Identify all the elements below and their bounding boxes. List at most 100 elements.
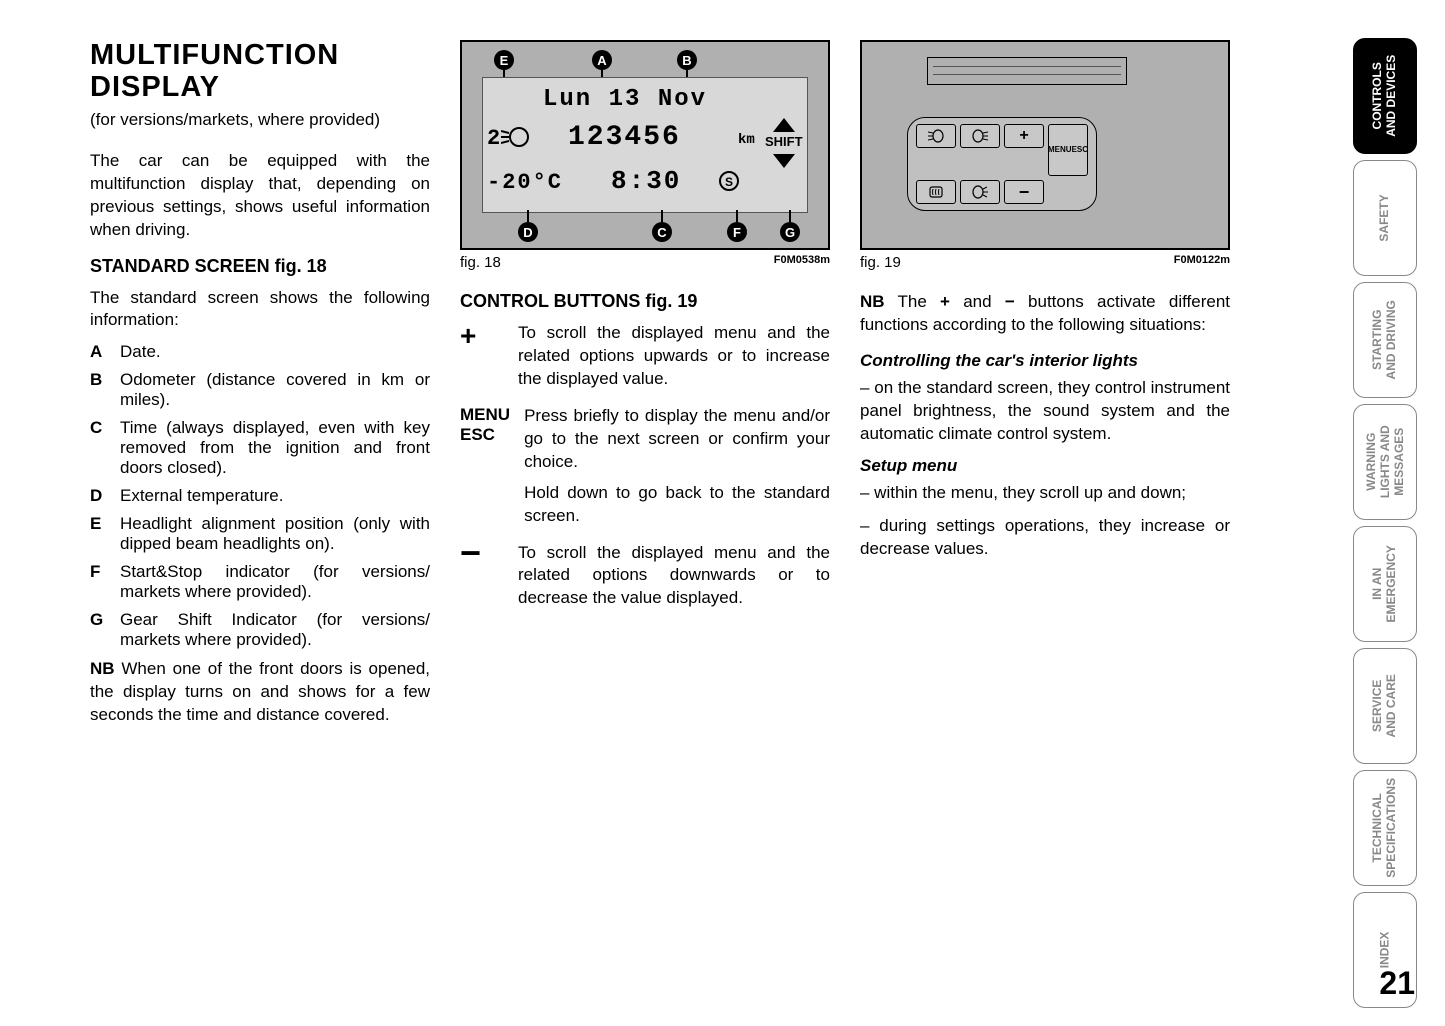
- interior-lights-heading: Controlling the car's interior lights: [860, 351, 1230, 371]
- column-3: + MENUESC − fig. 19 F0M0122m NB The + an…: [860, 40, 1230, 741]
- defrost-icon: [928, 185, 944, 199]
- display-headlight-num: 2: [487, 126, 502, 151]
- plus-symbol: +: [460, 322, 504, 391]
- fig18-caption: fig. 18: [460, 254, 501, 271]
- nb2-paragraph: NB The + and − buttons activate differen…: [860, 291, 1230, 337]
- list-text: Odometer (distance covered in km or mile…: [120, 370, 430, 410]
- control-minus-row: − To scroll the displayed menu and the r…: [460, 542, 830, 611]
- button-row-top: + MENUESC: [916, 124, 1088, 176]
- callout-b: B: [677, 50, 697, 70]
- list-letter: E: [90, 514, 108, 554]
- display-time: 8:30: [611, 166, 681, 196]
- tab-label: TECHNICALSPECIFICATIONS: [1371, 778, 1399, 878]
- column-1: MULTIFUNCTION DISPLAY (for versions/mark…: [90, 40, 430, 741]
- control-buttons-heading: CONTROL BUTTONS fig. 19: [460, 291, 830, 312]
- list-item: D External temperature.: [90, 486, 430, 506]
- list-text: Time (always displayed, even with key re…: [120, 418, 430, 478]
- nb-paragraph: NB When one of the front doors is opened…: [90, 658, 430, 727]
- list-letter: F: [90, 562, 108, 602]
- setup-menu-text-2: – during settings operations, they incre…: [860, 515, 1230, 561]
- headlight-icon: [501, 126, 529, 148]
- dash-btn-menu-esc: MENUESC: [1048, 124, 1088, 176]
- menu-text-1: Press briefly to display the menu and/or…: [524, 405, 830, 474]
- tab-safety[interactable]: SAFETY: [1353, 160, 1417, 276]
- tab-label: IN ANEMERGENCY: [1371, 545, 1399, 622]
- list-item: F Start&Stop indicator (for versions/ ma…: [90, 562, 430, 602]
- esc-label: ESC: [1072, 146, 1088, 155]
- nb2-label: NB: [860, 292, 885, 311]
- list-item: A Date.: [90, 342, 430, 362]
- nb-label: NB: [90, 659, 115, 678]
- fig19-code: F0M0122m: [1174, 254, 1230, 271]
- subtitle: (for versions/markets, where provided): [90, 110, 430, 130]
- list-item: B Odometer (distance covered in km or mi…: [90, 370, 430, 410]
- figure-18: E A B Lun 13 Nov 2 123456 km -20°C 8:30 …: [460, 40, 830, 250]
- list-letter: B: [90, 370, 108, 410]
- fig19-caption-row: fig. 19 F0M0122m: [860, 254, 1230, 271]
- callout-c: C: [652, 222, 672, 242]
- tab-technical-specs[interactable]: TECHNICALSPECIFICATIONS: [1353, 770, 1417, 886]
- button-panel: + MENUESC −: [907, 117, 1097, 211]
- tab-emergency[interactable]: IN ANEMERGENCY: [1353, 526, 1417, 642]
- leader-line: [736, 210, 738, 222]
- list-text: Date.: [120, 342, 430, 362]
- dash-btn-icon: [960, 124, 1000, 148]
- list-letter: D: [90, 486, 108, 506]
- minus-text: To scroll the displayed menu and the rel…: [518, 542, 830, 611]
- tab-starting-driving[interactable]: STARTINGAND DRIVING: [1353, 282, 1417, 398]
- leader-line: [661, 210, 663, 222]
- arrow-down-icon: [773, 154, 795, 168]
- fig18-code: F0M0538m: [774, 254, 830, 271]
- interior-lights-text: – on the standard screen, they control i…: [860, 377, 1230, 446]
- setup-menu-text-1: – within the menu, they scroll up and do…: [860, 482, 1230, 505]
- tab-label: SAFETY: [1378, 194, 1392, 241]
- callout-e: E: [494, 50, 514, 70]
- fig18-caption-row: fig. 18 F0M0538m: [460, 254, 830, 271]
- svg-text:S: S: [725, 175, 733, 189]
- tab-label: CONTROLSAND DEVICES: [1371, 55, 1399, 137]
- nb-text: When one of the front doors is opened, t…: [90, 659, 430, 724]
- main-title: MULTIFUNCTION DISPLAY: [90, 40, 430, 104]
- list-text: Headlight alignment position (only with …: [120, 514, 430, 554]
- callout-a: A: [592, 50, 612, 70]
- tab-label: WARNINGLIGHTS ANDMESSAGES: [1364, 426, 1405, 499]
- standard-screen-heading: STANDARD SCREEN fig. 18: [90, 256, 430, 277]
- list-text: Gear Shift Indicator (for versions/ mark…: [120, 610, 430, 650]
- page-content: MULTIFUNCTION DISPLAY (for versions/mark…: [0, 0, 1445, 771]
- tab-warning-lights[interactable]: WARNINGLIGHTS ANDMESSAGES: [1353, 404, 1417, 520]
- nb2-pre: The: [885, 292, 940, 311]
- menu-esc-symbol: MENUESC: [460, 405, 510, 528]
- list-item: C Time (always displayed, even with key …: [90, 418, 430, 478]
- tab-controls-devices[interactable]: CONTROLSAND DEVICES: [1353, 38, 1417, 154]
- display-temp: -20°C: [487, 170, 563, 195]
- menu-text-2: Hold down to go back to the standard scr…: [524, 482, 830, 528]
- list-item: E Headlight alignment position (only wit…: [90, 514, 430, 554]
- list-text: External temperature.: [120, 486, 430, 506]
- leader-line: [789, 210, 791, 222]
- list-letter: A: [90, 342, 108, 362]
- list-text: Start&Stop indicator (for versions/ mark…: [120, 562, 430, 602]
- shift-label: SHIFT: [765, 134, 803, 149]
- intro-paragraph: The car can be equipped with the multifu…: [90, 150, 430, 242]
- menu-esc-text: Press briefly to display the menu and/or…: [524, 405, 830, 528]
- startstop-icon: S: [718, 170, 740, 192]
- leader-line: [527, 210, 529, 222]
- tab-label: INDEX: [1378, 932, 1392, 969]
- tab-label: STARTINGAND DRIVING: [1371, 300, 1399, 379]
- display-date: Lun 13 Nov: [543, 86, 707, 113]
- control-menu-row: MENUESC Press briefly to display the men…: [460, 405, 830, 528]
- fog-front-icon: [928, 129, 944, 143]
- dash-btn-plus: +: [1004, 124, 1044, 148]
- page-number: 21: [1379, 965, 1415, 1002]
- nb2-plus: +: [940, 292, 950, 311]
- column-2: E A B Lun 13 Nov 2 123456 km -20°C 8:30 …: [460, 40, 830, 741]
- list-letter: C: [90, 418, 108, 478]
- button-row-bottom: −: [916, 180, 1088, 204]
- fig19-caption: fig. 19: [860, 254, 901, 271]
- tab-service-care[interactable]: SERVICEAND CARE: [1353, 648, 1417, 764]
- callout-f: F: [727, 222, 747, 242]
- tab-label: SERVICEAND CARE: [1371, 674, 1399, 737]
- list-item: G Gear Shift Indicator (for versions/ ma…: [90, 610, 430, 650]
- callout-g: G: [780, 222, 800, 242]
- side-tabs: CONTROLSAND DEVICES SAFETY STARTINGAND D…: [1353, 38, 1417, 1008]
